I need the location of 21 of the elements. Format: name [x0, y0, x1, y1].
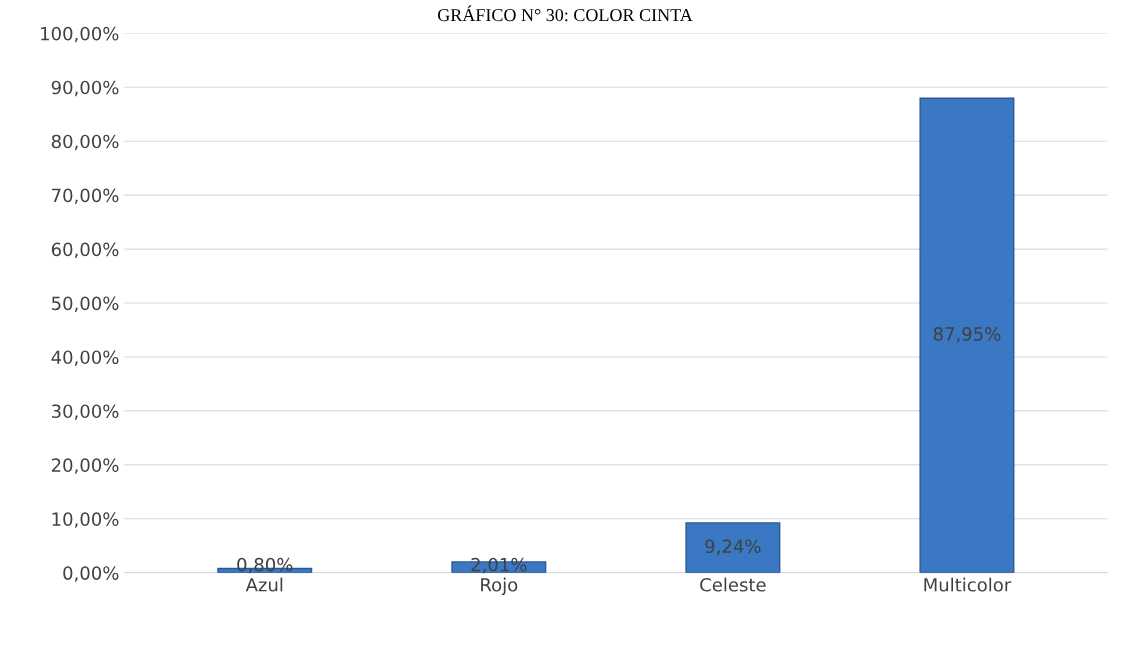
y-tick-label: 40,00% — [51, 350, 119, 366]
x-tick-label: Rojo — [481, 577, 518, 596]
x-tick-label: Celeste — [700, 577, 766, 592]
x-tick-label: Multicolor — [924, 577, 1012, 592]
y-tick-label: 60,00% — [51, 242, 119, 259]
data-label: 9,24% — [705, 539, 761, 555]
bar — [919, 97, 1015, 573]
y-tick-label: 10,00% — [52, 512, 119, 528]
y-tick-label: 100,00% — [41, 26, 119, 43]
bar — [685, 522, 781, 573]
y-tick-label: 90,00% — [51, 80, 119, 97]
y-tick-label: 30,00% — [51, 404, 119, 420]
y-tick-label: 50,00% — [51, 296, 119, 312]
y-tick-label: 70,00% — [52, 188, 119, 205]
x-tick-label: Azul — [245, 577, 283, 592]
chart-title: GRÁFICO N° 30: COLOR CINTA — [437, 5, 693, 22]
data-label: 87,95% — [933, 327, 1001, 343]
y-tick-label: 20,00% — [51, 458, 119, 474]
y-tick-label: 0,00% — [63, 566, 119, 582]
data-label: 2,01% — [471, 557, 527, 574]
y-tick-label: 80,00% — [51, 134, 119, 151]
